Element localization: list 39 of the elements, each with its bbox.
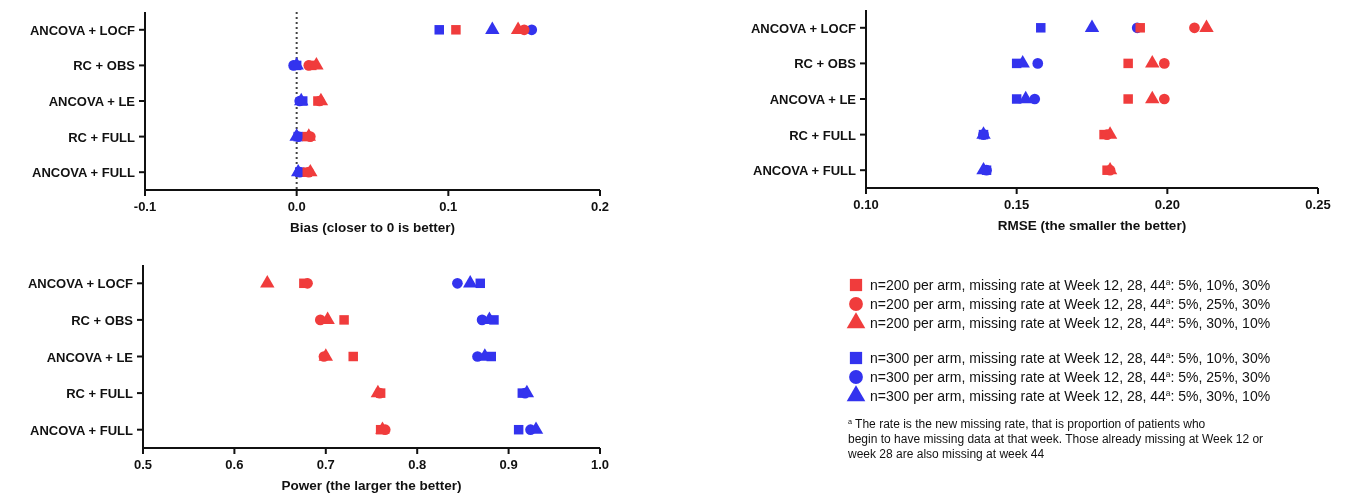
y-tick-label: ANCOVA + FULL (30, 422, 134, 438)
y-tick-label: RC + OBS (73, 58, 136, 74)
y-tick-label: ANCOVA + FULL (753, 163, 857, 179)
legend-label: n=200 per arm, missing rate at Week 12, 28, 44$^{a}$: 5%, 10%, 30% (870, 277, 1271, 293)
x-tick-label: 0.5 (133, 457, 153, 472)
y-tick-label: ANCOVA + FULL (32, 165, 136, 181)
x-axis-title: Bias (closer to 0 is better) (289, 220, 456, 235)
x-tick-label: 0.0 (287, 199, 306, 214)
x-tick-label: 0.6 (225, 457, 244, 472)
x-tick-label: 0.7 (316, 457, 335, 472)
x-tick-label: 0.8 (408, 457, 427, 472)
x-axis-title: Power (the larger the better) (281, 478, 462, 493)
y-tick-label: RC + OBS (794, 56, 857, 72)
y-tick-label: ANCOVA + LOCF (27, 276, 134, 292)
text: $^{a}$ The rate is the new missing rate, that is proportion of patients who begin to have missing data at that week. Those already missing at Week 12 or week 28 are also missing at week 44 (847, 416, 1264, 461)
y-tick-label: RC + FULL (68, 129, 136, 145)
y-tick-label: ANCOVA + LOCF (750, 20, 857, 36)
y-tick-label: ANCOVA + LOCF (29, 22, 136, 38)
y-tick-label: ANCOVA + LE (46, 349, 134, 365)
x-tick-label: 0.20 (1154, 197, 1180, 212)
y-tick-label: RC + FULL (66, 386, 134, 402)
x-tick-label: 0.25 (1305, 197, 1331, 212)
x-tick-label: 0.1 (439, 199, 458, 214)
legend-label: n=300 per arm, missing rate at Week 12, 28, 44$^{a}$: 5%, 10%, 30% (870, 350, 1271, 366)
x-tick-label: 0.15 (1004, 197, 1030, 212)
x-axis-title: RMSE (the smaller the better) (997, 218, 1187, 233)
y-tick-label: ANCOVA + LE (48, 94, 136, 109)
x-tick-label: -0.1 (133, 199, 157, 214)
x-tick-label: 0.10 (853, 197, 879, 212)
legend-label: n=200 per arm, missing rate at Week 12, 28, 44$^{a}$: 5%, 30%, 10% (870, 315, 1271, 331)
y-tick-label: RC + FULL (789, 127, 857, 143)
x-tick-label: 0.2 (590, 199, 610, 214)
y-tick-label: RC + OBS (71, 312, 134, 328)
legend-label: n=300 per arm, missing rate at Week 12, 28, 44$^{a}$: 5%, 30%, 10% (870, 388, 1271, 404)
x-tick-label: 1.0 (590, 457, 610, 472)
legend-label: n=200 per arm, missing rate at Week 12, 28, 44$^{a}$: 5%, 25%, 30% (870, 296, 1271, 312)
y-tick-label: ANCOVA + LE (769, 92, 857, 107)
x-tick-label: 0.9 (499, 457, 518, 472)
legend-label: n=300 per arm, missing rate at Week 12, 28, 44$^{a}$: 5%, 25%, 30% (870, 369, 1271, 385)
